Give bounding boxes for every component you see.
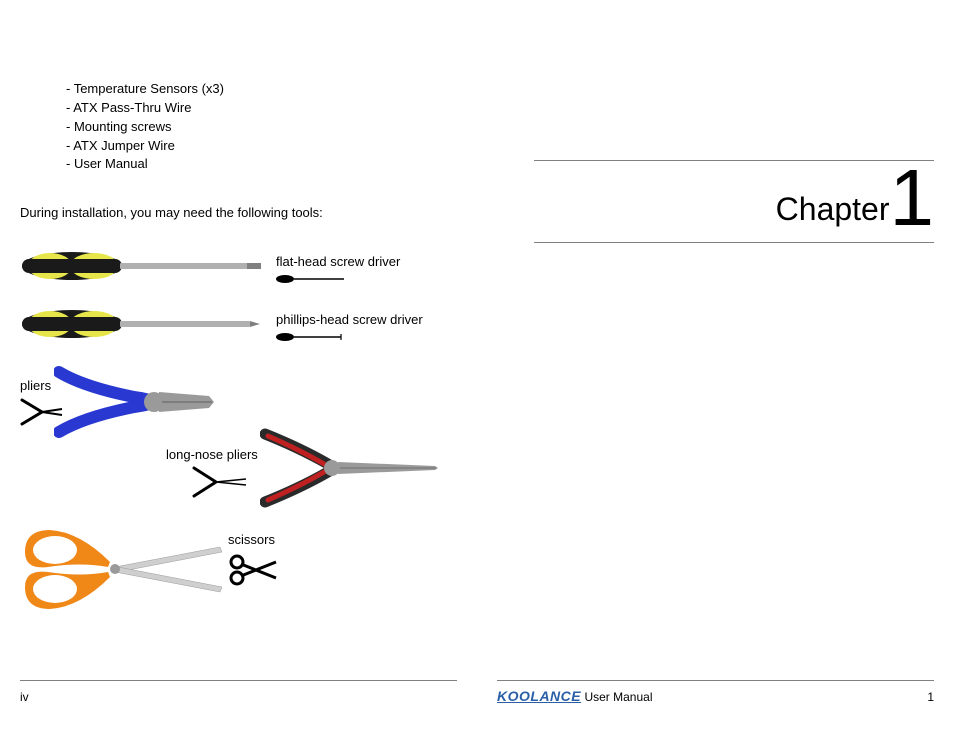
left-page: - Temperature Sensors (x3) - ATX Pass-Th… <box>0 0 477 738</box>
install-intro-text: During installation, you may need the fo… <box>20 205 323 220</box>
scissors-label: scissors <box>228 532 275 547</box>
list-item: - Temperature Sensors (x3) <box>66 80 224 99</box>
list-item: - ATX Pass-Thru Wire <box>66 99 224 118</box>
scissors-image <box>20 512 225 627</box>
phillips-screwdriver-image <box>22 304 262 344</box>
chapter-label: Chapter <box>776 173 890 242</box>
chapter-heading: Chapter1 <box>534 160 934 243</box>
flathead-label: flat-head screw driver <box>276 254 400 269</box>
left-page-number: iv <box>20 690 29 704</box>
brand-logo: KOOLANCE <box>497 688 581 704</box>
flathead-screwdriver-image <box>22 246 262 286</box>
manual-label: User Manual <box>584 690 652 704</box>
scissors-icon <box>228 552 278 588</box>
footer-rule <box>20 680 457 681</box>
package-items-list: - Temperature Sensors (x3) - ATX Pass-Th… <box>66 80 224 174</box>
phillips-label: phillips-head screw driver <box>276 312 423 327</box>
footer-rule <box>497 680 934 681</box>
longnose-icon <box>192 466 248 500</box>
phillips-icon <box>276 330 346 344</box>
list-item: - Mounting screws <box>66 118 224 137</box>
longnose-pliers-image <box>260 428 440 508</box>
flathead-icon <box>276 272 346 286</box>
chapter-number: 1 <box>890 166 935 230</box>
list-item: - User Manual <box>66 155 224 174</box>
list-item: - ATX Jumper Wire <box>66 137 224 156</box>
pliers-icon <box>20 398 66 428</box>
longnose-label: long-nose pliers <box>166 447 258 462</box>
right-page-number: 1 <box>927 690 934 704</box>
pliers-image <box>54 362 224 442</box>
footer-brand: KOOLANCE User Manual <box>497 688 653 704</box>
pliers-label: pliers <box>20 378 51 393</box>
right-page: Chapter1 KOOLANCE User Manual 1 <box>477 0 954 738</box>
